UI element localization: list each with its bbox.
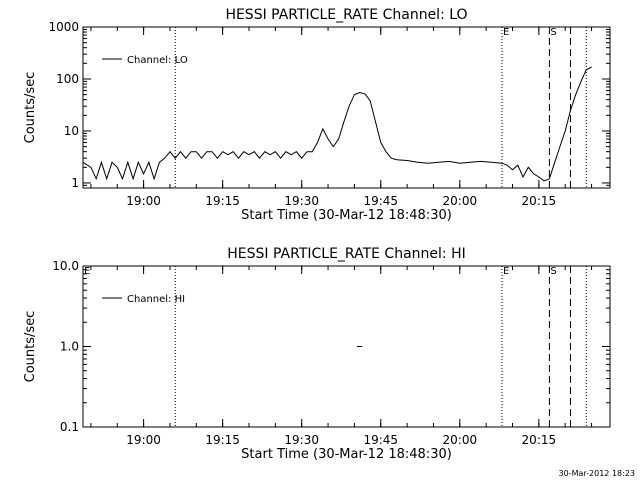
x-tick-label: 19:30	[284, 194, 319, 208]
hi-channel-panel: HESSI PARTICLE_RATE Channel: HI 19:00 19:1…	[23, 246, 611, 462]
x-tick-label: 19:00	[126, 433, 161, 447]
y-tick-label: 10.0	[52, 259, 79, 273]
y-tick-label: 1000	[48, 20, 79, 34]
chart-title: HESSI PARTICLE_RATE Channel: LO	[225, 7, 467, 23]
y-tick-label: 10	[64, 124, 79, 138]
event-marker-label: E	[503, 27, 509, 38]
x-tick-label: 19:00	[126, 194, 161, 208]
x-tick-label: 20:00	[443, 194, 478, 208]
event-marker-label: E	[503, 266, 509, 277]
footer-timestamp: 30-Mar-2012 18:23	[559, 469, 636, 478]
y-tick-label: 100	[56, 72, 79, 86]
x-tick-label: 19:30	[284, 433, 319, 447]
series-line	[82, 66, 592, 182]
lo-channel-panel: HESSI PARTICLE_RATE Channel: LO 19:00 19:1…	[23, 7, 611, 223]
event-marker-label: S	[550, 27, 556, 38]
legend-label: Channel: LO	[127, 55, 188, 66]
x-tick-label: 20:00	[443, 433, 478, 447]
x-tick-label: 20:15	[522, 194, 557, 208]
x-axis-label: Start Time (30-Mar-12 18:48:30)	[241, 208, 452, 223]
y-axis-label: Counts/sec	[23, 311, 38, 383]
plot-frame	[82, 265, 611, 428]
x-tick-label: 19:15	[205, 433, 240, 447]
y-tick-label: 1	[71, 176, 79, 190]
x-tick-label: 19:15	[205, 194, 240, 208]
legend-label: Channel: HI	[127, 294, 185, 305]
event-marker-label: E	[84, 266, 90, 277]
x-axis-label: Start Time (30-Mar-12 18:48:30)	[241, 447, 452, 462]
x-tick-label: 19:45	[363, 433, 398, 447]
y-tick-label: 0.1	[60, 420, 79, 434]
y-axis-label: Counts/sec	[23, 72, 38, 144]
y-tick-label: 1.0	[60, 340, 79, 354]
x-tick-label: 19:45	[363, 194, 398, 208]
event-marker-label: S	[550, 266, 556, 277]
plot-frame	[82, 26, 611, 189]
x-tick-label: 20:15	[522, 433, 557, 447]
chart-title: HESSI PARTICLE_RATE Channel: HI	[227, 246, 465, 262]
